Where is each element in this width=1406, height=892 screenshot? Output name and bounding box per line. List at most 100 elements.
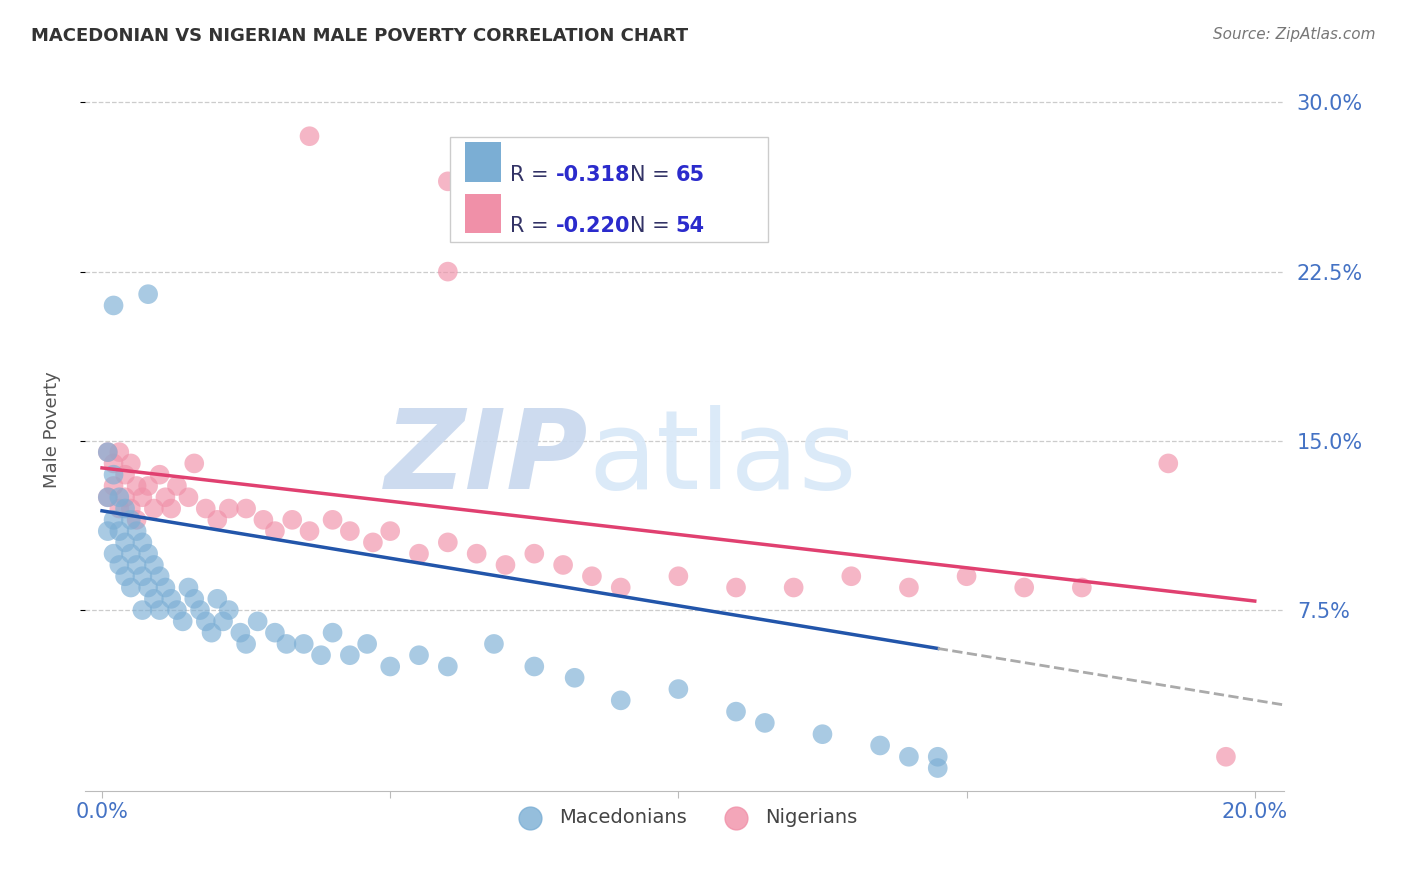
Point xyxy=(183,591,205,606)
Point xyxy=(114,490,136,504)
Point xyxy=(114,535,136,549)
Point xyxy=(1157,457,1180,471)
Point xyxy=(380,524,402,538)
Point xyxy=(149,569,172,583)
Point xyxy=(108,501,131,516)
Point xyxy=(564,671,586,685)
Point xyxy=(172,615,194,629)
Point xyxy=(408,547,430,561)
FancyBboxPatch shape xyxy=(465,143,501,182)
Text: MACEDONIAN VS NIGERIAN MALE POVERTY CORRELATION CHART: MACEDONIAN VS NIGERIAN MALE POVERTY CORR… xyxy=(31,27,688,45)
Point xyxy=(207,591,229,606)
Point xyxy=(897,581,920,595)
Point xyxy=(131,603,153,617)
Point xyxy=(782,581,804,595)
Point xyxy=(200,625,222,640)
Text: atlas: atlas xyxy=(588,405,856,512)
Point xyxy=(108,524,131,538)
Point xyxy=(811,727,834,741)
Point xyxy=(155,490,177,504)
Text: ZIP: ZIP xyxy=(385,405,588,512)
Point xyxy=(103,298,125,312)
Point xyxy=(131,535,153,549)
Point xyxy=(149,467,172,482)
Point xyxy=(724,705,747,719)
Point xyxy=(120,513,142,527)
Point xyxy=(495,558,517,572)
Point xyxy=(125,524,148,538)
Text: R =: R = xyxy=(510,216,555,236)
Point xyxy=(166,479,188,493)
Point xyxy=(927,749,949,764)
Point xyxy=(1012,581,1035,595)
Point xyxy=(114,467,136,482)
Point xyxy=(356,637,378,651)
Point xyxy=(207,513,229,527)
Point xyxy=(553,558,575,572)
Point xyxy=(103,467,125,482)
Point xyxy=(125,558,148,572)
Point xyxy=(103,479,125,493)
Point xyxy=(361,535,384,549)
Point xyxy=(955,569,977,583)
Point xyxy=(120,547,142,561)
Point xyxy=(108,445,131,459)
Point xyxy=(125,513,148,527)
Text: N =: N = xyxy=(630,216,676,236)
Point xyxy=(666,569,689,583)
Point xyxy=(292,637,315,651)
Point xyxy=(103,457,125,471)
Point xyxy=(194,501,217,516)
Point xyxy=(666,681,689,696)
Point xyxy=(465,547,488,561)
Point xyxy=(166,603,188,617)
Point xyxy=(724,581,747,595)
Point xyxy=(136,547,159,561)
Point xyxy=(298,524,321,538)
Point xyxy=(131,569,153,583)
Point xyxy=(235,501,257,516)
Point xyxy=(212,615,235,629)
Point xyxy=(380,659,402,673)
Y-axis label: Male Poverty: Male Poverty xyxy=(44,371,60,488)
Point xyxy=(523,659,546,673)
Point xyxy=(183,457,205,471)
Legend: Macedonians, Nigerians: Macedonians, Nigerians xyxy=(503,800,865,835)
Point xyxy=(339,648,361,663)
Point xyxy=(114,569,136,583)
Point xyxy=(155,581,177,595)
Point xyxy=(120,581,142,595)
Point xyxy=(177,581,200,595)
Point xyxy=(927,761,949,775)
Point xyxy=(160,501,183,516)
Point xyxy=(103,547,125,561)
Point xyxy=(1070,581,1092,595)
Point xyxy=(246,615,269,629)
Point xyxy=(108,490,131,504)
FancyBboxPatch shape xyxy=(465,194,501,234)
Point xyxy=(754,715,776,730)
Text: 65: 65 xyxy=(676,165,704,186)
Point xyxy=(108,558,131,572)
Text: Source: ZipAtlas.com: Source: ZipAtlas.com xyxy=(1212,27,1375,42)
Point xyxy=(120,501,142,516)
Point xyxy=(120,457,142,471)
Point xyxy=(142,558,165,572)
Point xyxy=(97,445,120,459)
Point xyxy=(309,648,332,663)
Point xyxy=(97,524,120,538)
Point xyxy=(142,591,165,606)
Point xyxy=(322,513,344,527)
Point xyxy=(581,569,603,583)
Point xyxy=(281,513,304,527)
Point xyxy=(437,659,460,673)
Point xyxy=(408,648,430,663)
Point xyxy=(322,625,344,640)
Point xyxy=(1215,749,1237,764)
Point xyxy=(142,501,165,516)
Point xyxy=(235,637,257,651)
Point xyxy=(136,581,159,595)
Point xyxy=(97,490,120,504)
Point xyxy=(188,603,211,617)
Point xyxy=(97,445,120,459)
